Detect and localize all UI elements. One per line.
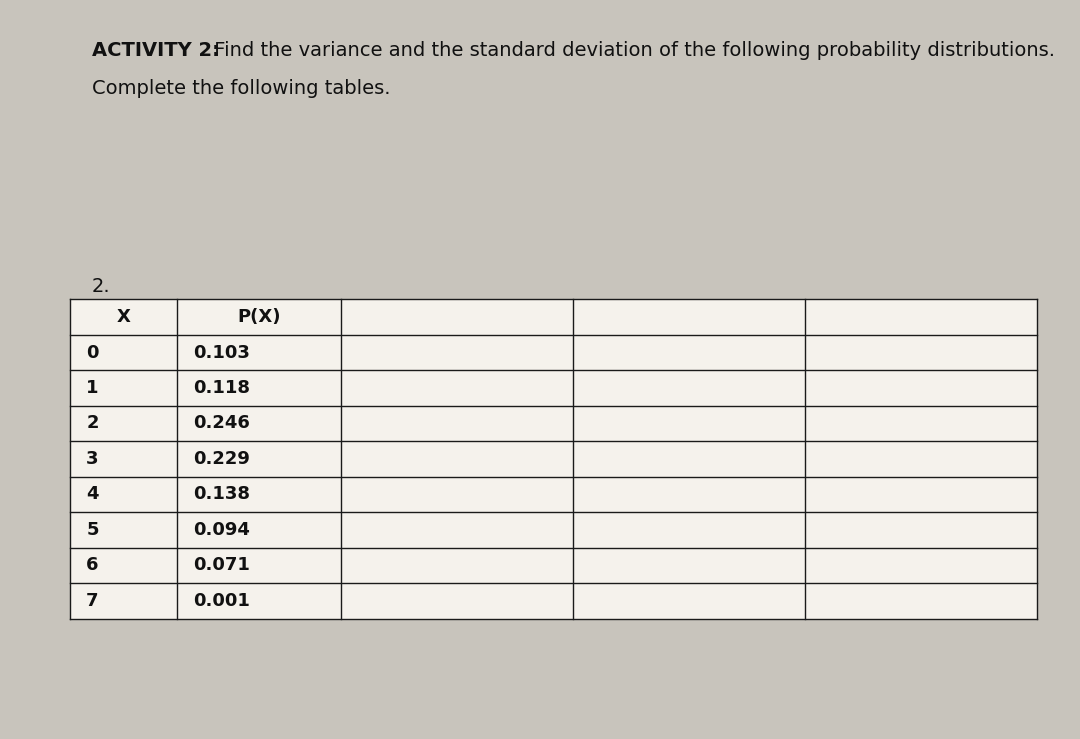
Text: X: X (117, 308, 131, 326)
Text: 0.103: 0.103 (193, 344, 249, 361)
Text: 0.229: 0.229 (193, 450, 249, 468)
Text: P(X): P(X) (237, 308, 281, 326)
Bar (70, 299, 1037, 619)
Text: 0.071: 0.071 (193, 556, 249, 574)
Text: 0.138: 0.138 (193, 486, 249, 503)
Text: 2: 2 (86, 415, 98, 432)
Text: 1: 1 (86, 379, 98, 397)
Text: 4: 4 (86, 486, 98, 503)
Text: 0: 0 (86, 344, 98, 361)
Text: 0.246: 0.246 (193, 415, 249, 432)
Text: 0.118: 0.118 (193, 379, 249, 397)
Text: 3: 3 (86, 450, 98, 468)
Text: 7: 7 (86, 592, 98, 610)
Text: 5: 5 (86, 521, 98, 539)
Text: 2.: 2. (92, 276, 110, 296)
Text: Complete the following tables.: Complete the following tables. (92, 79, 390, 98)
Text: 6: 6 (86, 556, 98, 574)
Text: ACTIVITY 2:: ACTIVITY 2: (92, 41, 219, 60)
Text: 0.094: 0.094 (193, 521, 249, 539)
Text: 0.001: 0.001 (193, 592, 249, 610)
Text: Find the variance and the standard deviation of the following probability distri: Find the variance and the standard devia… (208, 41, 1055, 60)
